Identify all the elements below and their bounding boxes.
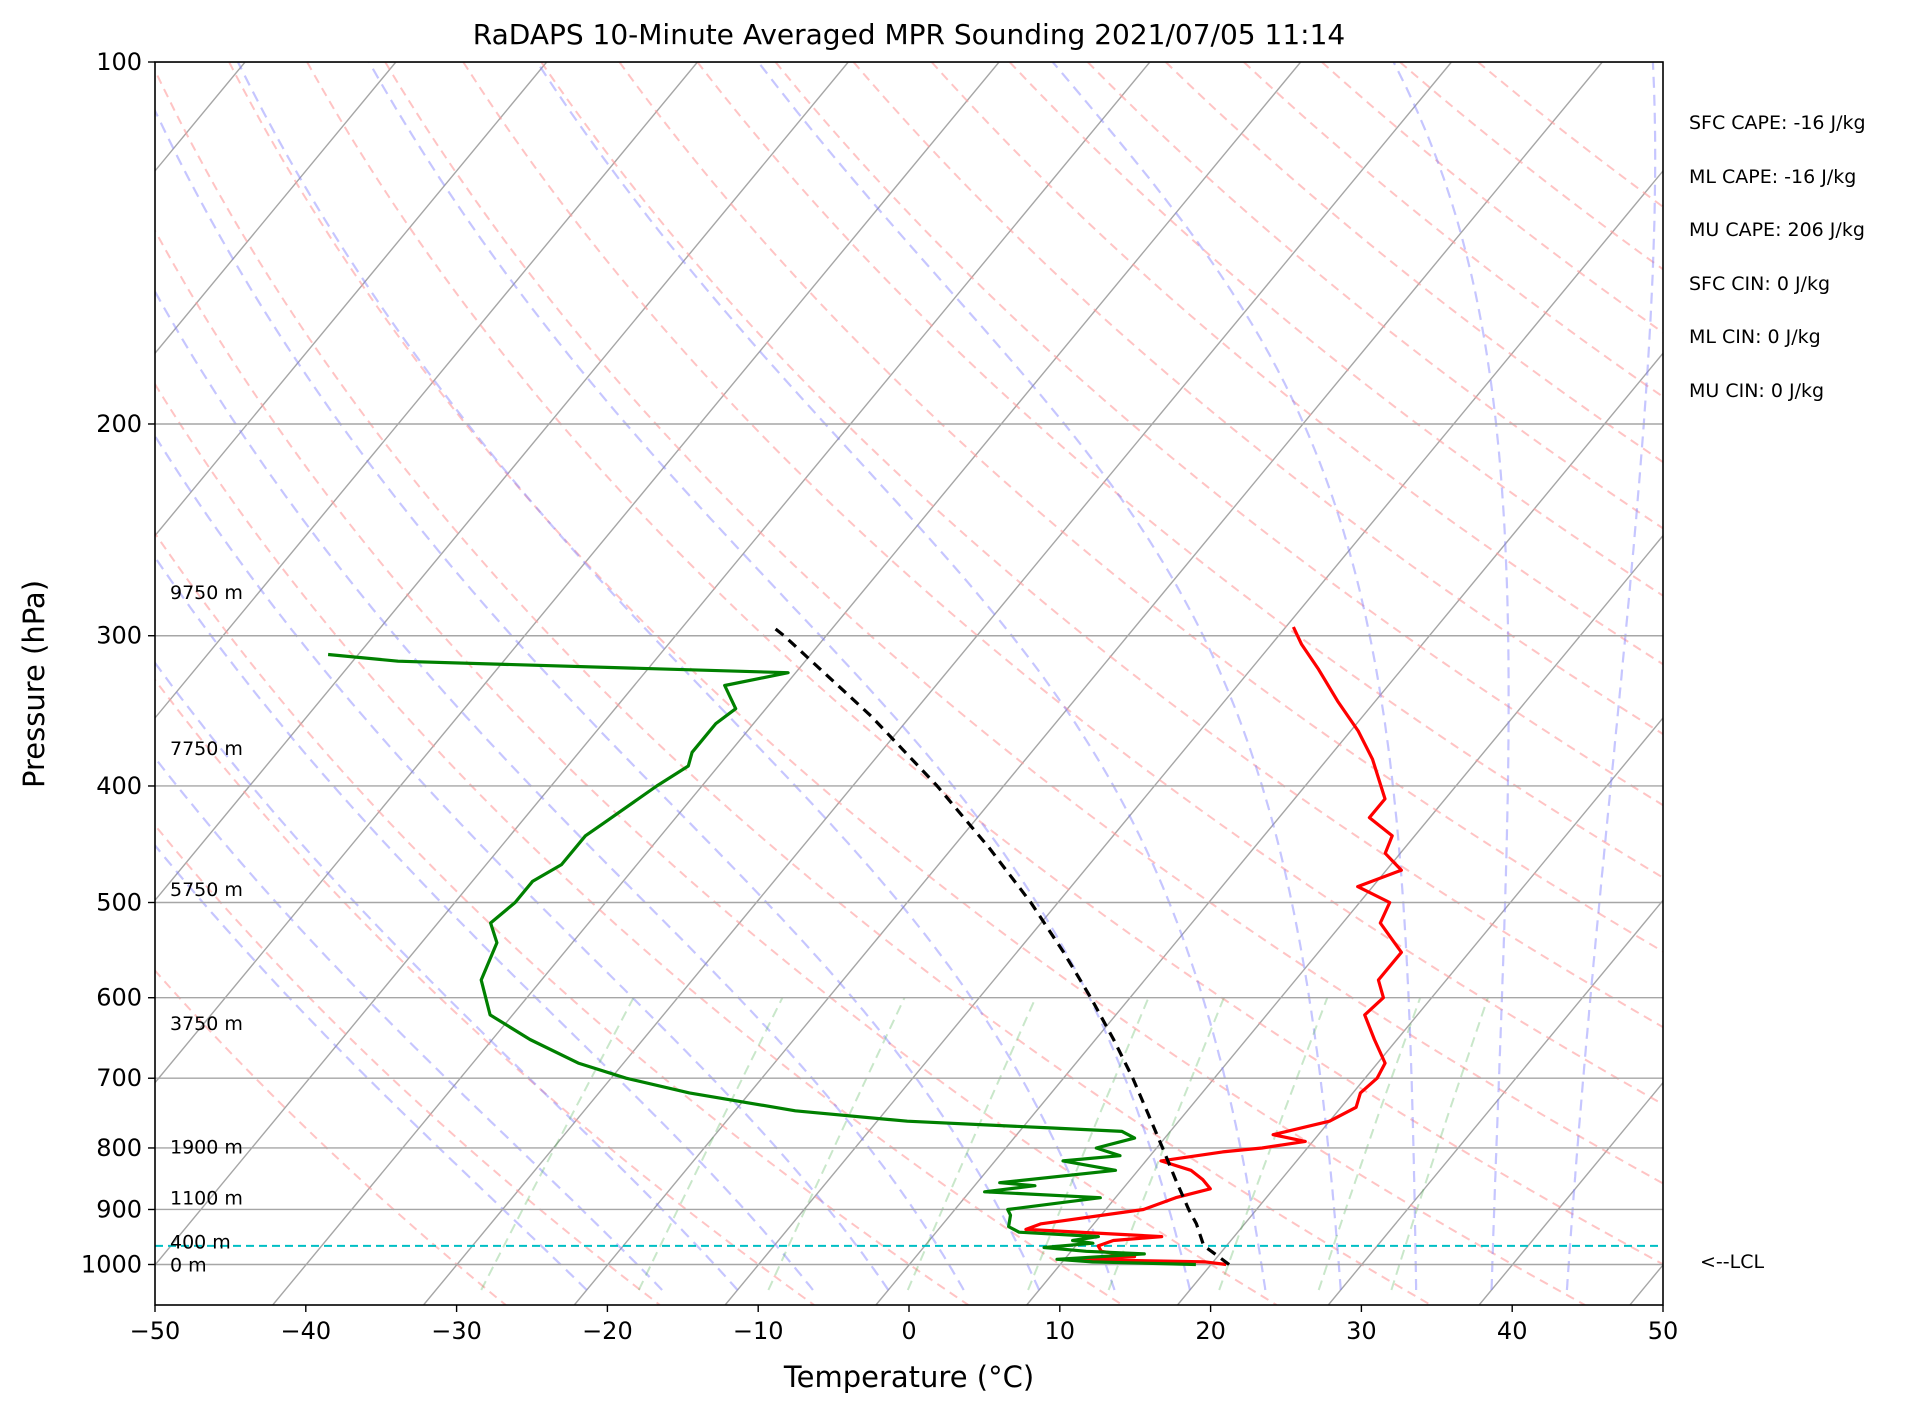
- isotherm: [155, 62, 849, 902]
- sfc-cin-label: SFC CIN: 0 J/kg: [1689, 273, 1830, 295]
- height-label: 1900 m: [170, 1137, 243, 1159]
- mixing-ratio-line: [637, 997, 784, 1291]
- moist-adiabat: [1392, 62, 1510, 1291]
- ml-cin-label: ML CIN: 0 J/kg: [1689, 326, 1821, 348]
- x-tick-label: 0: [901, 1317, 916, 1345]
- moist-adiabat: [155, 289, 965, 1291]
- mixing-ratio-line: [1317, 997, 1422, 1291]
- mu-cape-label: MU CAPE: 206 J/kg: [1689, 219, 1865, 241]
- dewpoint-line: [327, 652, 1196, 1267]
- moist-adiabat: [757, 62, 1342, 1291]
- dry-adiabat: [540, 62, 1663, 1029]
- height-label: 1100 m: [170, 1188, 243, 1210]
- isotherm: [155, 62, 1000, 1084]
- x-axis-label: Temperature (°C): [783, 1360, 1034, 1394]
- mixing-ratio-line: [480, 997, 635, 1291]
- x-axis-ticks: −50 −40 −30 −20 −10 0 10 20 30 40 50: [130, 1305, 1679, 1345]
- stability-stats: SFC CAPE: -16 J/kg ML CAPE: -16 J/kg MU …: [1689, 112, 1866, 402]
- dry-adiabat: [1243, 62, 1663, 399]
- sfc-cape-label: SFC CAPE: -16 J/kg: [1689, 112, 1866, 134]
- isotherm: [155, 62, 1151, 1267]
- height-label: 0 m: [170, 1255, 207, 1277]
- isotherm: [875, 352, 1663, 1305]
- y-axis-label: Pressure (hPa): [17, 580, 51, 788]
- y-tick-label: 900: [96, 1195, 142, 1223]
- parcel-path-line: [772, 625, 1231, 1266]
- dry-adiabat: [155, 678, 815, 1305]
- dry-adiabat: [155, 382, 1124, 1305]
- mixing-ratio-line: [1390, 997, 1489, 1291]
- y-tick-label: 200: [96, 410, 142, 438]
- moist-adiabat: [155, 555, 814, 1291]
- isotherm: [1026, 534, 1663, 1305]
- dry-adiabat: [155, 531, 969, 1305]
- chart-title: RaDAPS 10-Minute Averaged MPR Sounding 2…: [473, 18, 1345, 51]
- x-tick-label: −10: [733, 1317, 784, 1345]
- x-tick-label: −50: [130, 1317, 181, 1345]
- isotherm: [724, 169, 1663, 1305]
- moist-adiabat: [236, 62, 1116, 1291]
- y-axis-ticks: 100 200 300 400 500 600 700 800 900 1000: [81, 48, 155, 1279]
- moist-adiabat: [1051, 62, 1418, 1290]
- y-tick-label: 700: [96, 1064, 142, 1092]
- y-tick-label: 400: [96, 772, 142, 800]
- isotherm: [1327, 899, 1663, 1305]
- dry-adiabat: [155, 823, 661, 1305]
- dry-adiabat: [228, 62, 1586, 1305]
- dry-adiabat: [462, 62, 1663, 1106]
- dry-adiabat: [852, 62, 1663, 736]
- moist-adiabat: [155, 661, 739, 1291]
- dry-adiabat: [384, 62, 1663, 1185]
- moist-adiabat: [155, 108, 1041, 1291]
- y-tick-label: 100: [96, 48, 142, 76]
- dry-adiabat: [696, 62, 1663, 879]
- isotherm: [1176, 716, 1663, 1305]
- isotherm: [155, 62, 548, 537]
- dry-adiabat: [155, 228, 1278, 1305]
- mixing-ratio-line: [767, 997, 906, 1291]
- x-tick-label: −20: [582, 1317, 633, 1345]
- y-tick-label: 800: [96, 1134, 142, 1162]
- x-tick-label: 50: [1648, 1317, 1679, 1345]
- height-label: 7750 m: [170, 738, 243, 760]
- lcl-label: <--LCL: [1700, 1251, 1764, 1273]
- y-tick-label: 300: [96, 622, 142, 650]
- y-tick-label: 500: [96, 889, 142, 917]
- height-label: 400 m: [170, 1232, 231, 1254]
- isotherm: [155, 62, 397, 355]
- isotherm: [272, 62, 1302, 1305]
- temperature-line: [1024, 626, 1404, 1267]
- mixing-ratio-line: [1107, 997, 1225, 1291]
- mixing-ratio-line: [1218, 997, 1329, 1291]
- pressure-gridlines: [155, 62, 1663, 1266]
- dry-adiabat: [155, 68, 1432, 1305]
- isotherm: [573, 62, 1603, 1305]
- ml-cape-label: ML CAPE: -16 J/kg: [1689, 166, 1856, 188]
- dry-adiabat: [1086, 62, 1663, 530]
- x-tick-label: 40: [1497, 1317, 1528, 1345]
- x-tick-label: −40: [280, 1317, 331, 1345]
- moist-adiabat: [1565, 62, 1657, 1291]
- data-series: [327, 625, 1404, 1267]
- y-tick-label: 600: [96, 984, 142, 1012]
- mu-cin-label: MU CIN: 0 J/kg: [1689, 380, 1824, 402]
- x-tick-label: 10: [1045, 1317, 1076, 1345]
- dry-adiabat: [1008, 62, 1663, 597]
- height-label: 9750 m: [170, 582, 243, 604]
- height-label: 5750 m: [170, 879, 243, 901]
- x-tick-label: 20: [1195, 1317, 1226, 1345]
- moist-adiabat: [155, 434, 890, 1291]
- height-label: 3750 m: [170, 1013, 243, 1035]
- dry-adiabat: [155, 969, 507, 1305]
- moist-adiabat: [536, 62, 1267, 1291]
- dry-adiabat: [306, 62, 1663, 1266]
- isotherm: [155, 62, 699, 720]
- x-tick-label: 30: [1346, 1317, 1377, 1345]
- y-tick-label: 1000: [81, 1251, 142, 1279]
- x-tick-label: −30: [431, 1317, 482, 1345]
- isotherm: [422, 62, 1453, 1305]
